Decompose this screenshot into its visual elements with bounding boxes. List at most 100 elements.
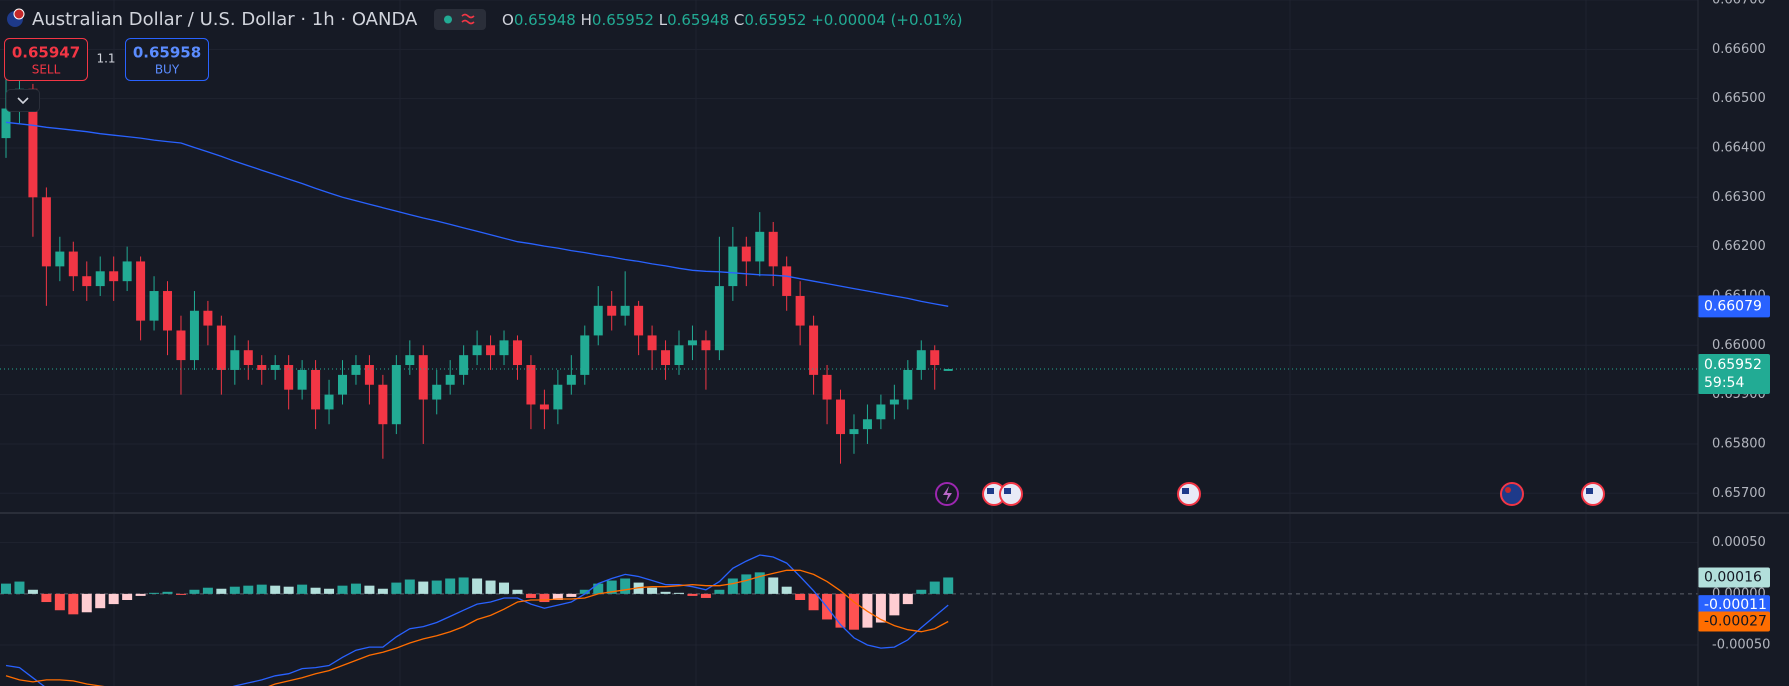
wave-icon [461,13,475,25]
candle-body [889,399,899,405]
flag-canton [1182,488,1189,494]
histogram-bar [41,593,52,603]
histogram-bar [714,589,725,594]
candle-body [68,251,78,277]
moving-average [5,121,949,307]
histogram-bar [499,582,510,594]
histogram-bar [391,582,402,594]
candle-body [95,271,105,287]
price-tag: 0.65952 [1704,357,1762,373]
candle-body [311,369,321,410]
signal-line [5,569,949,686]
candle-body [634,305,644,336]
histogram-bar [916,589,927,594]
histogram-bar [122,593,133,600]
flag-canton [987,488,994,494]
ohlc-value: 0.65948 [667,11,729,29]
histogram-bar [727,578,738,594]
histogram-bar [135,593,146,596]
candle-body [862,419,872,430]
candle-body [809,325,819,375]
candle-body [674,345,684,366]
candle-body [553,384,563,410]
candle-body [593,305,603,336]
histogram-bar [364,585,375,594]
histogram-bar [350,583,361,594]
candle-body [445,374,455,385]
buy-button[interactable] [125,38,209,81]
indicator-toggle[interactable] [434,9,486,30]
histogram-bar [1,583,11,594]
histogram-bar [579,589,590,594]
histogram-bar [149,592,160,594]
flag-canton [1004,488,1011,494]
candle-body [122,261,132,282]
ohlc-label: C [734,11,744,29]
candle-body [163,291,173,331]
y-tick-label: 0.00050 [1712,535,1766,550]
histogram-bar [687,593,698,596]
candle-body [768,231,778,267]
histogram-bar [768,577,779,594]
candle-body [755,231,765,262]
histogram-bar [512,589,523,594]
histogram-bar [593,583,604,594]
histogram-bar [660,591,671,594]
histogram-bar [324,588,335,594]
histogram-bar [404,579,415,594]
candle-body [607,305,617,316]
histogram-bar [741,574,752,594]
histogram-bar [418,581,429,594]
price-tag-bg [1698,353,1770,394]
histogram-bar [472,578,483,594]
header: Australian Dollar / U.S. Dollar · 1h · O… [7,8,963,30]
histogram-bar [458,577,469,594]
histogram-bar [310,587,321,594]
countdown: 59:54 [1704,375,1744,391]
candle-body [486,345,496,356]
sell-button[interactable] [4,38,88,81]
candle-body [378,384,388,425]
change: +0.00004 [811,11,886,29]
ohlc-label: H [581,11,592,29]
candle-body [216,325,226,370]
candle-body [405,355,415,366]
histogram-bar [445,578,456,594]
candle-body [55,251,65,267]
candle-body [391,365,401,425]
candle-body [203,310,213,326]
candle-body [499,340,509,356]
spread: 1.1 [96,52,115,66]
change-pct: (+0.01%) [891,11,963,29]
candle-body [661,350,671,366]
ohlc-value: 0.65952 [592,11,654,29]
symbol-flag [13,8,25,20]
candle-body [243,350,253,366]
buy-price: 0.65958 [133,44,201,62]
event-marker[interactable] [982,482,1605,506]
histogram-bar [848,593,859,630]
histogram-bar [606,580,617,594]
histogram-bar [539,593,550,603]
histogram-bar [243,585,254,594]
histogram-bar [647,587,658,594]
candle-body [566,374,576,385]
candle-body [539,404,549,410]
candle-body [512,340,522,366]
histogram-bar [162,591,173,594]
y-tick-label: 0.66400 [1712,140,1766,155]
histogram-bar [929,581,940,594]
candle-body [472,345,482,356]
collapse-button[interactable] [6,89,40,112]
candle-body [189,310,199,361]
histogram-bar [889,593,900,616]
histogram-bar [431,580,442,594]
candle-body [1,108,11,139]
y-tick-label: 0.66500 [1712,91,1766,106]
histogram-bar [781,586,792,594]
histogram-bar [620,578,631,594]
ohlc-value: 0.65952 [744,11,806,29]
y-tick-label: 0.65800 [1712,436,1766,451]
histogram-bar [525,593,536,598]
